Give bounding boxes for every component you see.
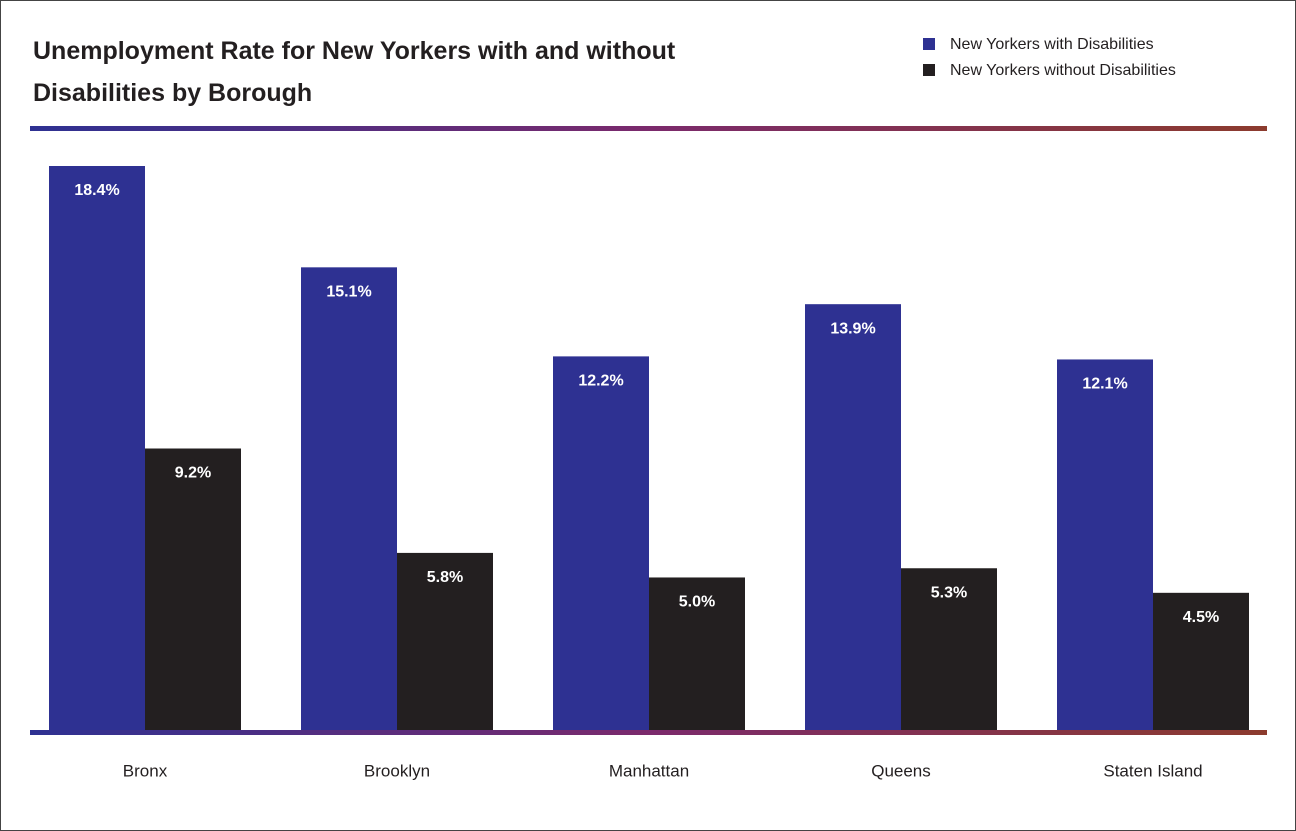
chart-title: Unemployment Rate for New Yorkers with a…: [33, 37, 676, 107]
bar: [805, 304, 901, 731]
value-label: 12.1%: [1082, 376, 1127, 393]
bar: [553, 356, 649, 731]
value-label: 4.5%: [1183, 609, 1219, 626]
x-tick-label: Brooklyn: [364, 761, 430, 780]
bar: [1153, 592, 1249, 731]
value-label: 9.2%: [175, 465, 211, 482]
bar: [649, 577, 745, 731]
bar: [49, 166, 145, 731]
value-label: 15.1%: [326, 284, 371, 301]
x-tick-label: Staten Island: [1103, 761, 1202, 780]
legend-swatch: [923, 64, 935, 76]
bar: [901, 568, 997, 731]
x-tick-label: Manhattan: [609, 761, 689, 780]
x-tick-label: Queens: [871, 761, 931, 780]
bar: [1057, 359, 1153, 731]
value-label: 18.4%: [74, 182, 119, 199]
header-rule: [30, 126, 1267, 131]
value-label: 13.9%: [830, 320, 875, 337]
bar: [145, 448, 241, 731]
value-label: 12.2%: [578, 373, 623, 390]
value-label: 5.8%: [427, 569, 463, 586]
bar: [397, 552, 493, 731]
x-tick-label: Bronx: [123, 761, 168, 780]
legend-label: New Yorkers with Disabilities: [950, 36, 1154, 53]
baseline: [30, 730, 1267, 735]
bar: [301, 267, 397, 731]
value-label: 5.3%: [931, 584, 967, 601]
legend-swatch: [923, 38, 935, 50]
value-label: 5.0%: [679, 594, 715, 611]
legend-label: New Yorkers without Disabilities: [950, 62, 1176, 79]
